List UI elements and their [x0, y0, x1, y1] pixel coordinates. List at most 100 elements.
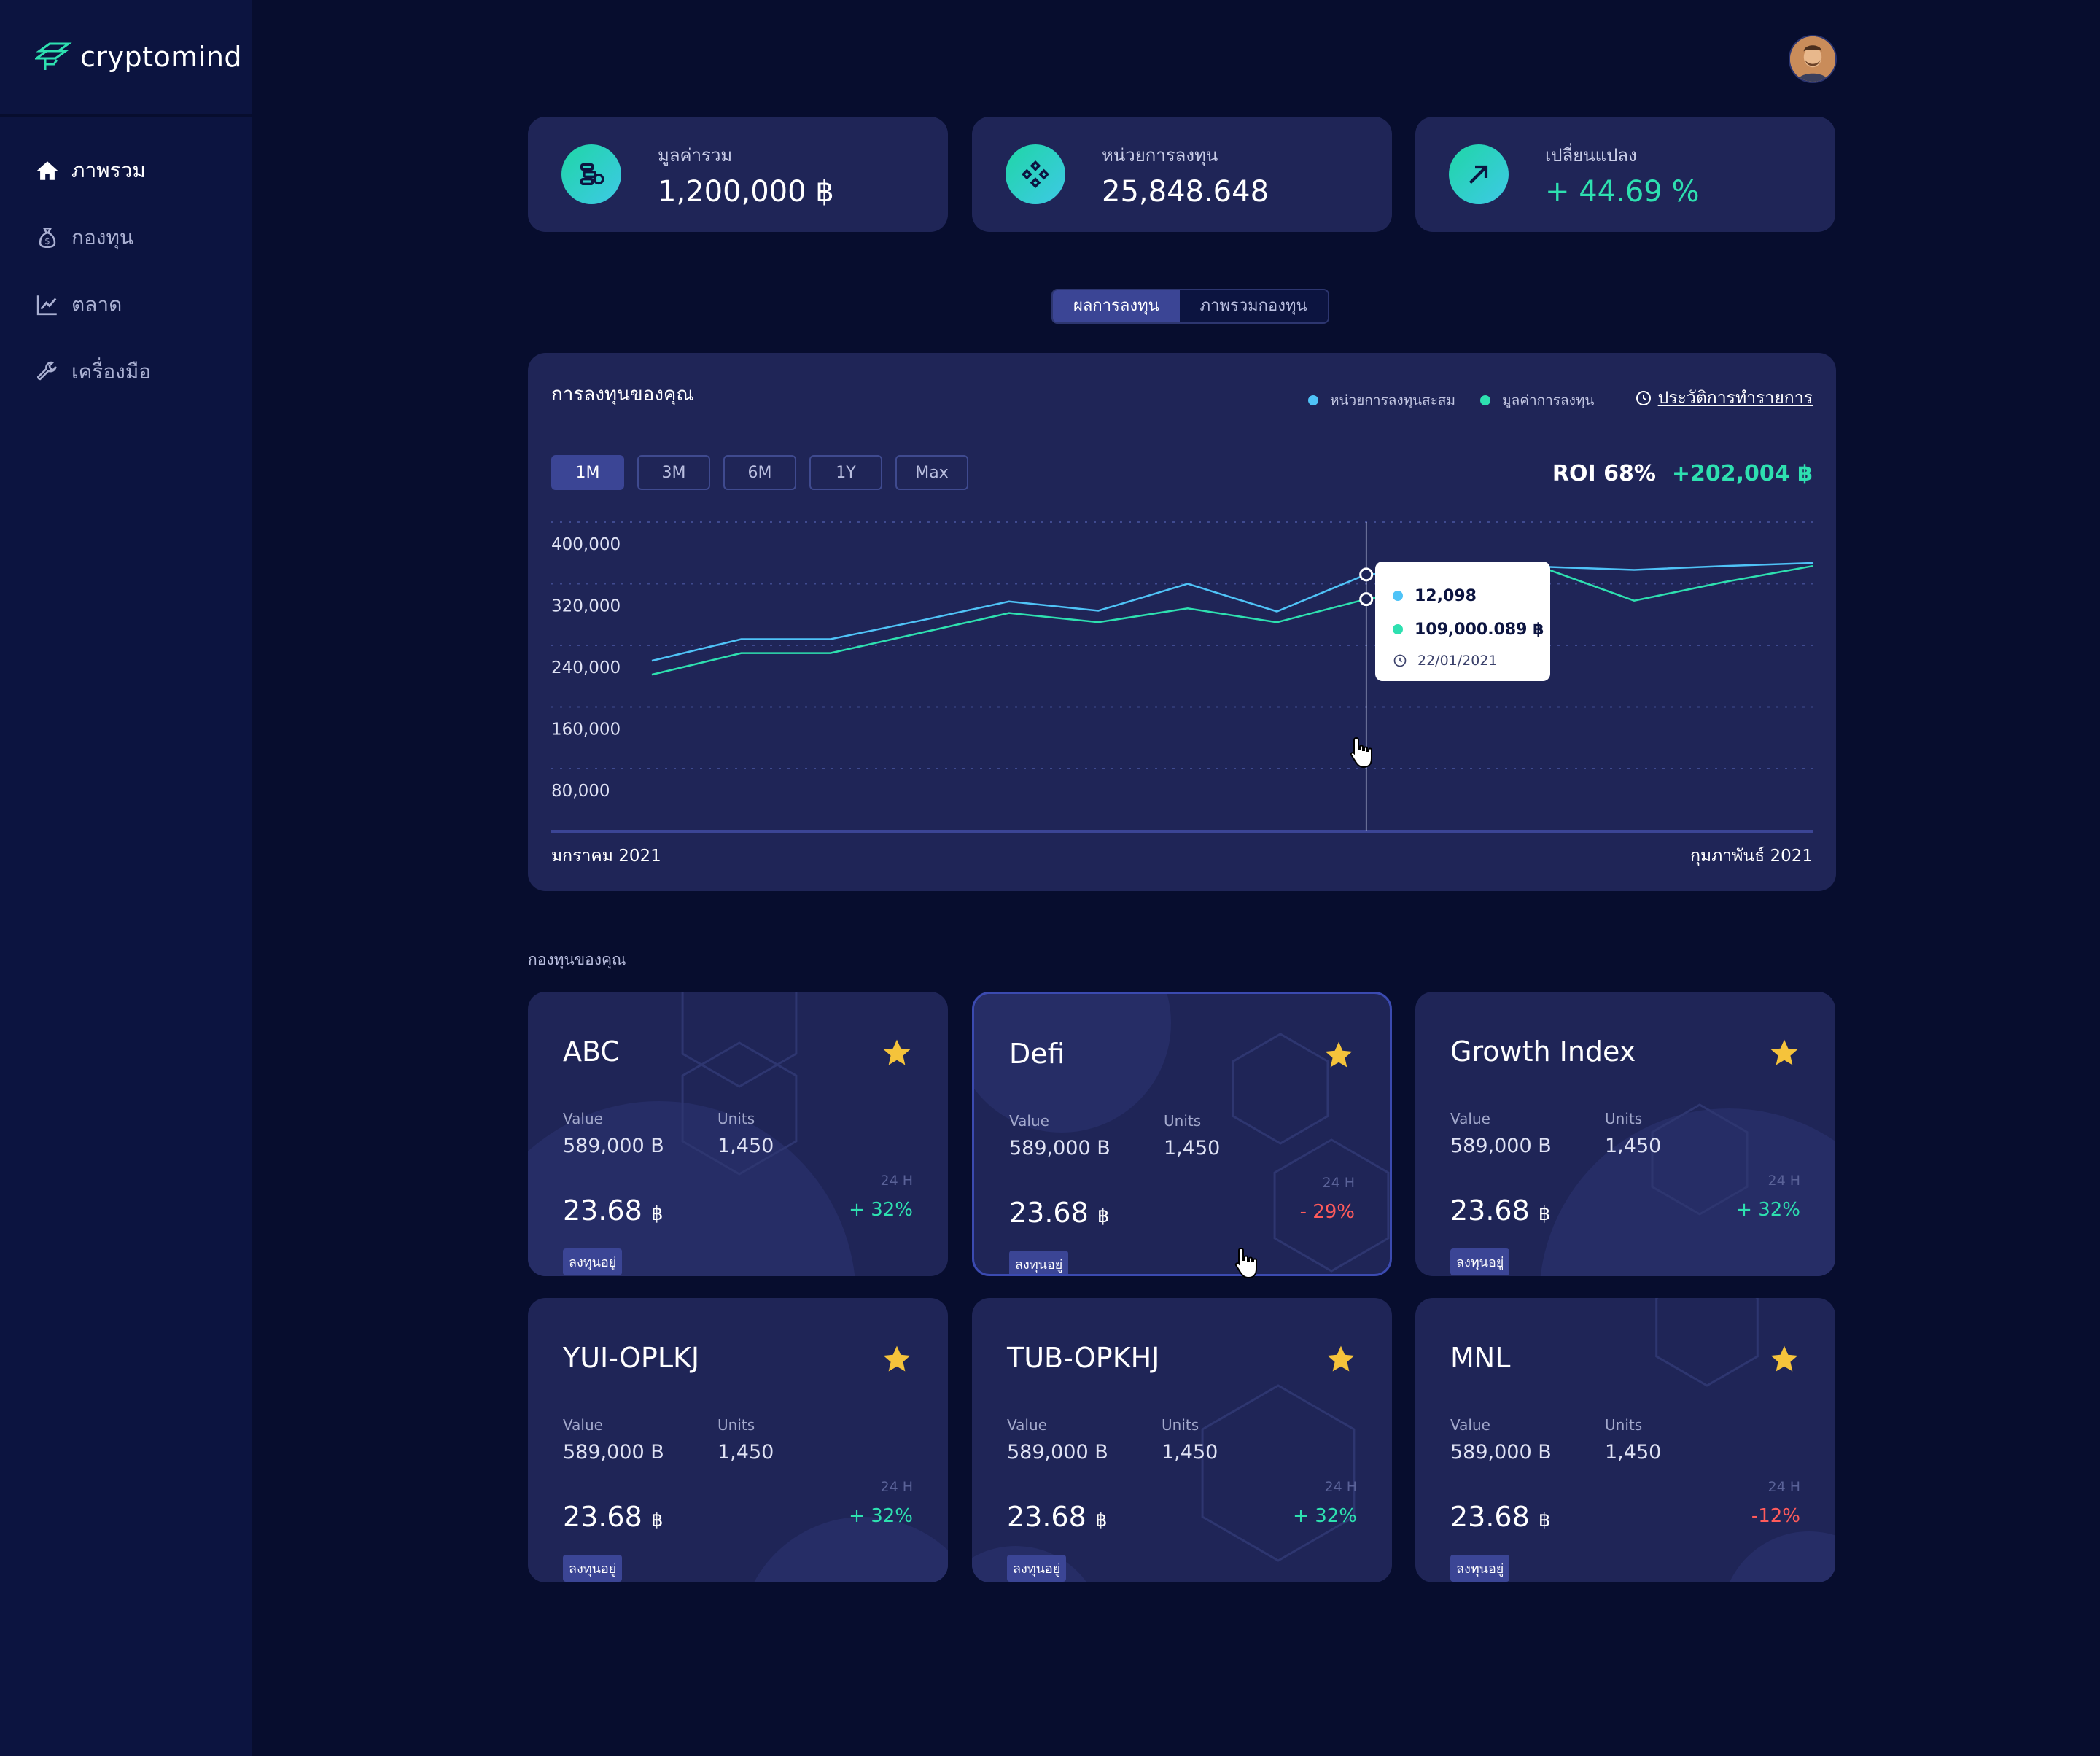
tooltip-date: 22/01/2021	[1418, 653, 1498, 669]
range-button-3m[interactable]: 3M	[637, 455, 710, 490]
avatar[interactable]	[1789, 35, 1837, 83]
fund-change: + 32%	[849, 1199, 913, 1221]
star-icon[interactable]	[1768, 1343, 1800, 1375]
fund-price-value: 23.68	[1009, 1197, 1089, 1229]
fund-price-value: 23.68	[563, 1501, 642, 1533]
range-button-max[interactable]: Max	[895, 455, 968, 490]
fund-card-decoration	[1540, 1103, 1835, 1276]
fund-units-label: Units	[1164, 1112, 1202, 1130]
star-icon[interactable]	[1325, 1343, 1357, 1375]
fund-units: 1,450	[1605, 1441, 1662, 1464]
fund-units-label: Units	[718, 1110, 755, 1127]
stat-value: + 44.69 %	[1545, 174, 1700, 209]
star-icon[interactable]	[1323, 1039, 1355, 1071]
fund-status-badge: ลงทุนอยู่	[563, 1555, 623, 1582]
fund-change: + 32%	[849, 1505, 913, 1527]
brand-name: cryptomind	[80, 41, 243, 73]
logo-icon	[35, 42, 72, 70]
range-button-1y[interactable]: 1Y	[809, 455, 882, 490]
fund-name: ABC	[563, 1036, 620, 1068]
hand-cursor-icon	[1234, 1247, 1257, 1279]
y-tick-label: 400,000	[551, 535, 621, 554]
user-avatar-icon	[1790, 36, 1835, 82]
fund-price: 23.68 ฿	[1009, 1197, 1109, 1229]
sidebar-item-label: ตลาด	[71, 292, 122, 316]
fund-price-value: 23.68	[1007, 1501, 1086, 1533]
wrench-icon	[36, 361, 57, 381]
money-bag-icon: $	[39, 227, 56, 249]
sidebar-item-tools[interactable]: เครื่องมือ	[0, 338, 252, 405]
star-icon[interactable]	[1768, 1037, 1800, 1069]
fund-value: 589,000 B	[1450, 1135, 1552, 1157]
legend-label: หน่วยการลงทุนสะสม	[1330, 392, 1456, 408]
fund-card-decoration	[528, 992, 855, 1276]
legend-item-units: หน่วยการลงทุนสะสม	[1308, 389, 1455, 411]
stat-value: 1,200,000 ฿	[658, 174, 834, 209]
fund-status-badge: ลงทุนอยู่	[563, 1248, 623, 1275]
fund-card[interactable]: Defi Value Units 589,000 B 1,450 23.68 ฿…	[972, 992, 1392, 1276]
tooltip-dot	[1393, 591, 1403, 601]
fund-price: 23.68 ฿	[1450, 1194, 1550, 1227]
fund-24h-label: 24 H	[1768, 1173, 1800, 1189]
fund-price-value: 23.68	[1450, 1501, 1530, 1533]
chart-icon	[36, 295, 57, 316]
x-axis-start-label: มกราคม 2021	[551, 847, 661, 866]
chart-tooltip: 12,098 109,000.089 ฿ 22/01/2021	[1375, 562, 1550, 681]
range-button-1m[interactable]: 1M	[551, 455, 624, 490]
fund-24h-label: 24 H	[1322, 1175, 1355, 1191]
fund-units: 1,450	[718, 1135, 774, 1157]
sidebar-nav: ภาพรวม $ กองทุน ตลาด เครื่องมือ	[0, 117, 252, 405]
sidebar-item-market[interactable]: ตลาด	[0, 271, 252, 338]
stat-card-units: หน่วยการลงทุน 25,848.648	[972, 117, 1392, 232]
fund-value: 589,000 B	[1009, 1137, 1111, 1159]
fund-currency: ฿	[1538, 1203, 1551, 1225]
line-chart[interactable]: 400,000 320,000 240,000 160,000 80,000	[528, 353, 1836, 891]
transaction-history-link[interactable]: ประวัติการทำรายการ	[1635, 385, 1813, 411]
fund-value: 589,000 B	[1450, 1441, 1552, 1464]
svg-text:$: $	[44, 236, 50, 246]
fund-name: TUB-OPKHJ	[1007, 1342, 1160, 1374]
sidebar-item-funds[interactable]: $ กองทุน	[0, 204, 252, 271]
fund-price: 23.68 ฿	[1007, 1501, 1107, 1533]
stat-label: มูลค่ารวม	[658, 144, 733, 166]
tab-fund-overview[interactable]: ภาพรวมกองทุน	[1179, 290, 1328, 322]
coins-icon	[580, 163, 604, 185]
hand-cursor-icon	[1350, 737, 1372, 769]
brand[interactable]: cryptomind	[0, 0, 252, 117]
series-line-value	[651, 564, 1813, 676]
roi-gain: +202,004 ฿	[1671, 461, 1813, 486]
fund-value: 589,000 B	[563, 1441, 664, 1464]
fund-value-label: Value	[563, 1110, 603, 1127]
legend-dot	[1480, 395, 1491, 405]
fund-currency: ฿	[650, 1510, 664, 1531]
tooltip-value: 109,000.089 ฿	[1415, 620, 1544, 639]
fund-card[interactable]: YUI-OPLKJ Value Units 589,000 B 1,450 23…	[528, 1298, 948, 1582]
stat-value: 25,848.648	[1102, 174, 1269, 209]
fund-currency: ฿	[1538, 1510, 1551, 1531]
stat-label: หน่วยการลงทุน	[1102, 144, 1218, 166]
y-tick-label: 320,000	[551, 597, 621, 616]
stat-card-total-value: มูลค่ารวม 1,200,000 ฿	[528, 117, 948, 232]
range-button-6m[interactable]: 6M	[723, 455, 796, 490]
fund-card[interactable]: Growth Index Value Units 589,000 B 1,450…	[1415, 992, 1835, 1276]
stat-icon	[1006, 144, 1065, 204]
fund-status-badge: ลงทุนอยู่	[1007, 1555, 1067, 1582]
sidebar-item-overview[interactable]: ภาพรวม	[0, 137, 252, 204]
star-icon[interactable]	[881, 1343, 913, 1375]
fund-price: 23.68 ฿	[563, 1501, 663, 1533]
sidebar-item-label: เครื่องมือ	[71, 360, 152, 384]
fund-value-label: Value	[1450, 1416, 1490, 1434]
legend-label: มูลค่าการลงทุน	[1502, 392, 1595, 408]
tooltip-dot	[1393, 624, 1403, 634]
series-line-units	[651, 562, 1813, 662]
stat-card-change: เปลี่ยนแปลง + 44.69 %	[1415, 117, 1835, 232]
fund-card-decoration	[974, 994, 1390, 1273]
fund-card[interactable]: TUB-OPKHJ Value Units 589,000 B 1,450 23…	[972, 1298, 1392, 1582]
tab-performance[interactable]: ผลการลงทุน	[1053, 290, 1180, 322]
fund-card[interactable]: MNL Value Units 589,000 B 1,450 23.68 ฿ …	[1415, 1298, 1835, 1582]
star-icon[interactable]	[881, 1037, 913, 1069]
trend-up-icon	[1469, 165, 1488, 184]
fund-status-badge: ลงทุนอยู่	[1009, 1251, 1069, 1274]
fund-card[interactable]: ABC Value Units 589,000 B 1,450 23.68 ฿ …	[528, 992, 948, 1276]
hover-point	[1359, 592, 1374, 607]
